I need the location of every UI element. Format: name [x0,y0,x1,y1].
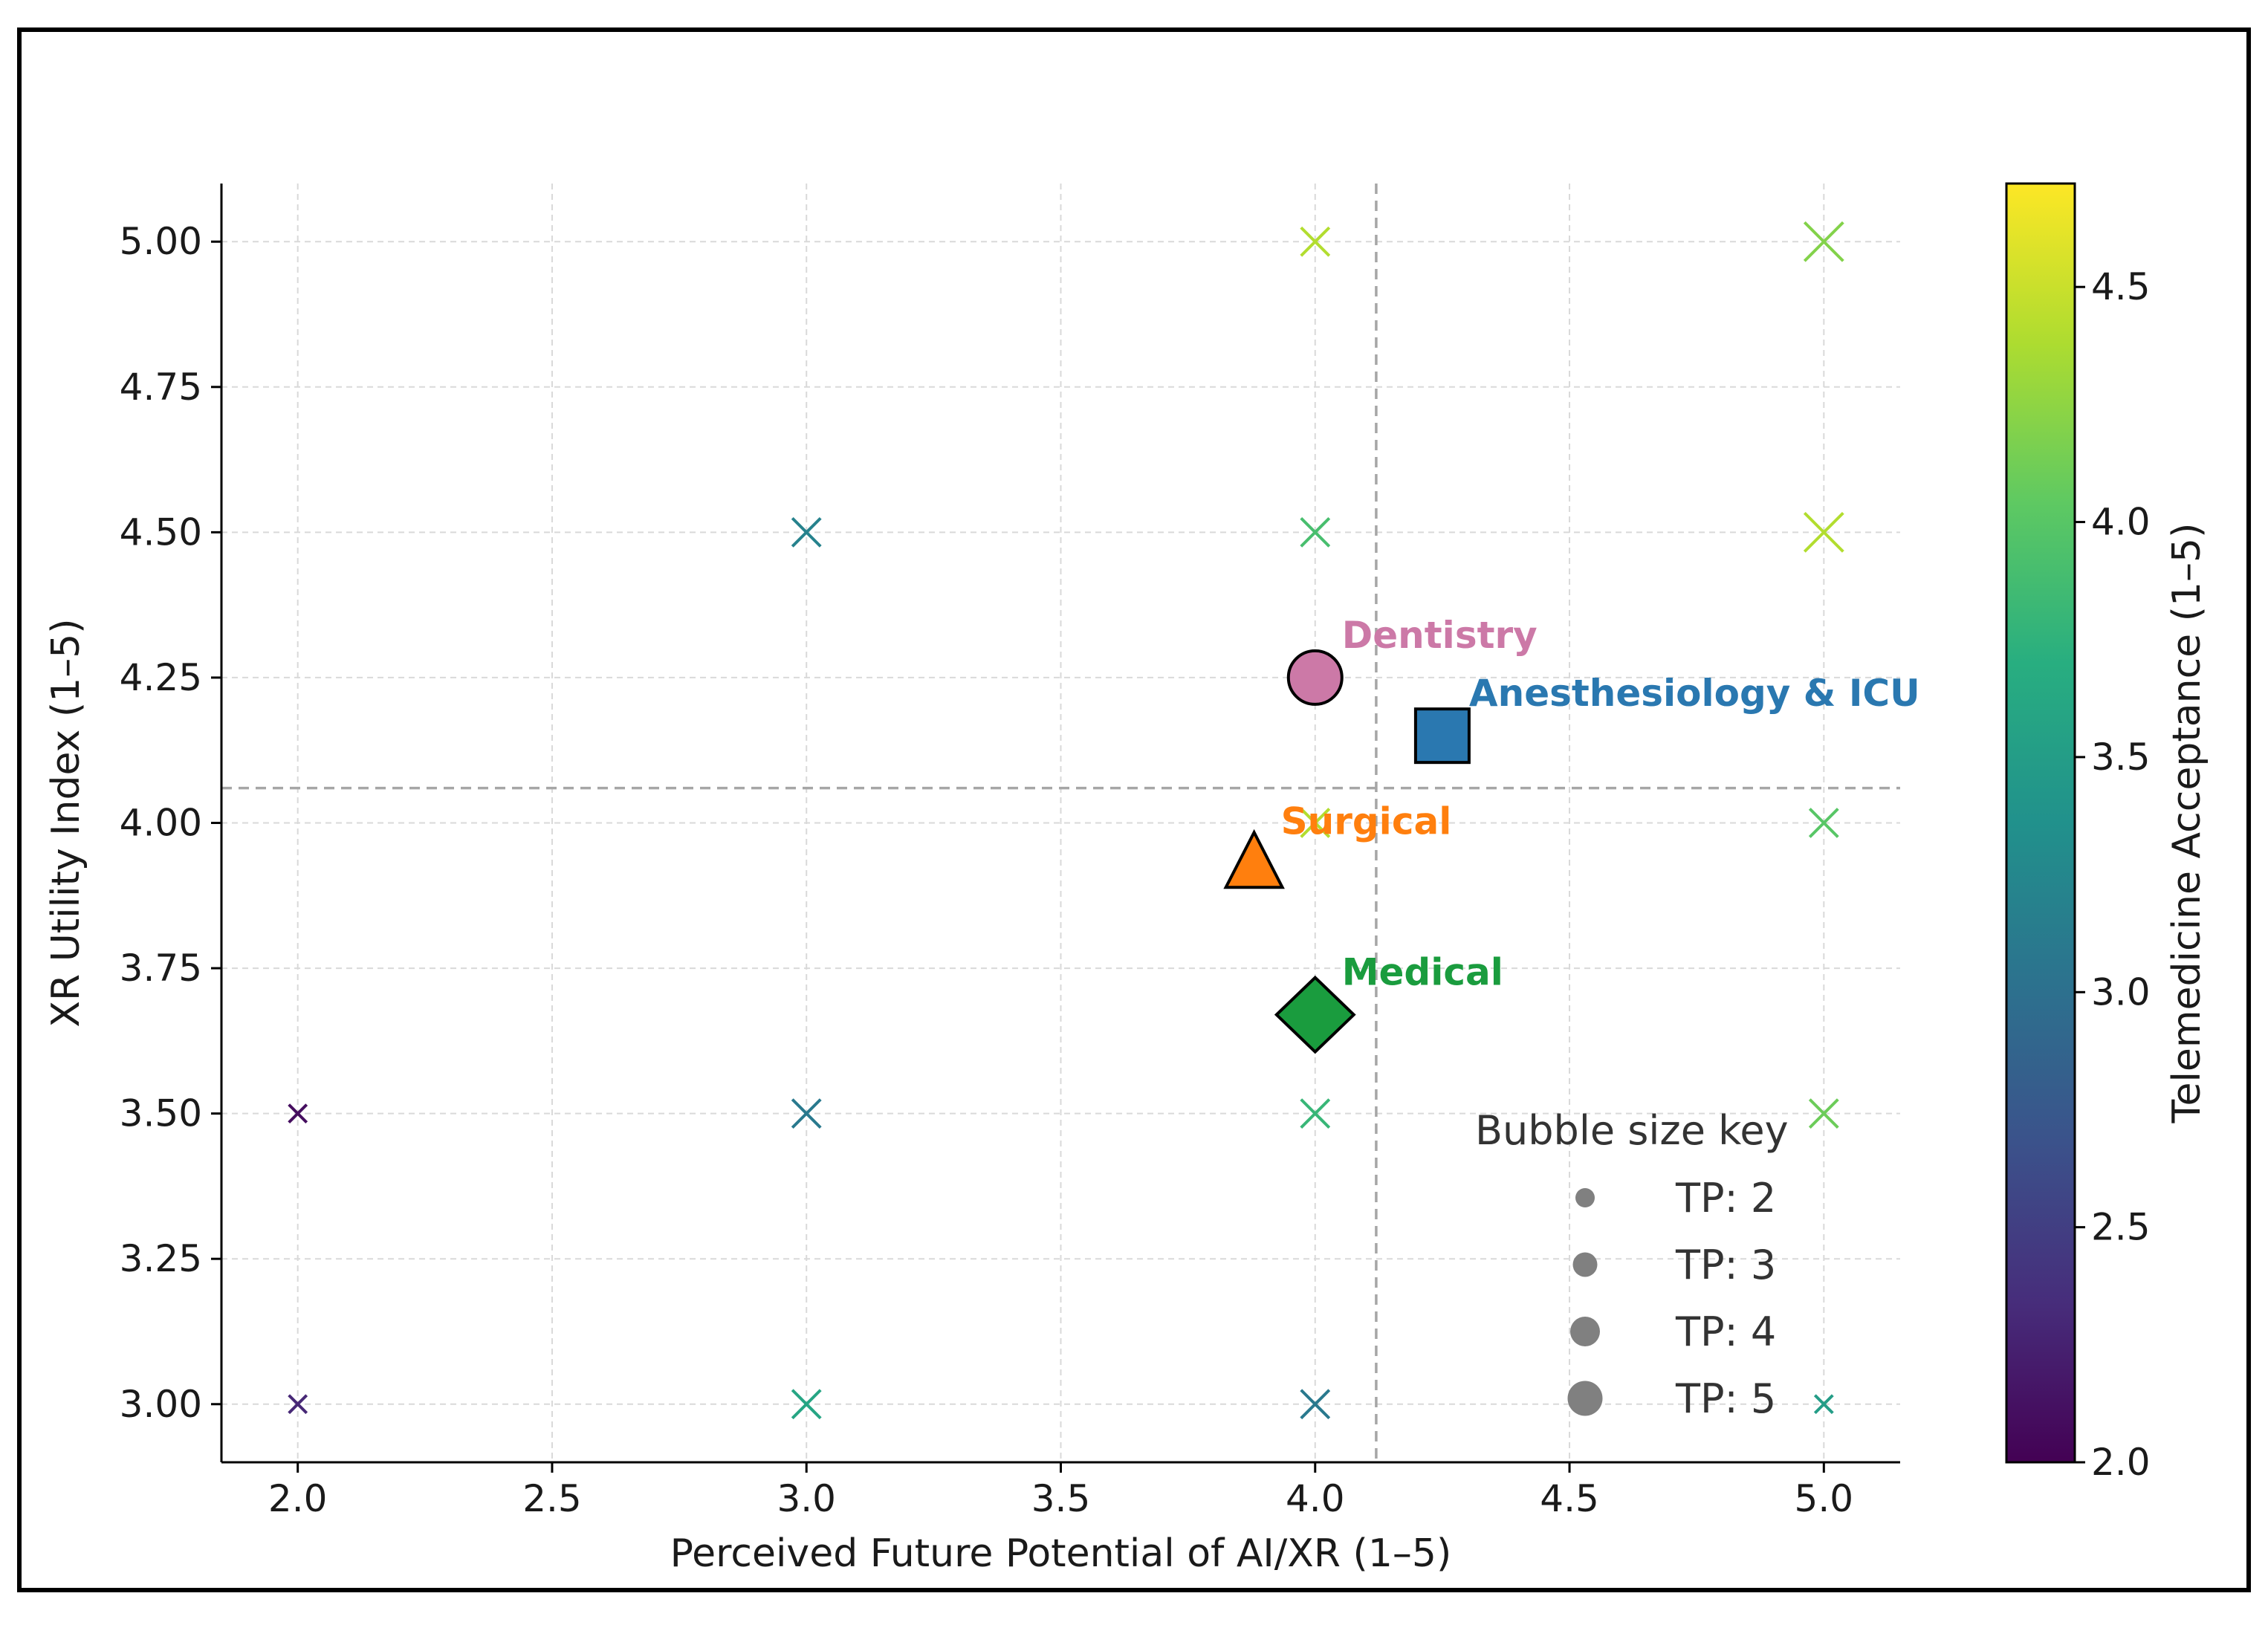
y-tick-label: 3.25 [120,1237,202,1280]
legend-entry-label: TP: 3 [1675,1242,1776,1288]
legend-entry-label: TP: 5 [1675,1375,1776,1422]
legend-bubble-icon [1567,1381,1603,1416]
x-marker-point [791,1389,822,1420]
x-marker-point [1300,1098,1331,1129]
legend-title: Bubble size key [1475,1107,1789,1154]
legend-entry-label: TP: 4 [1675,1308,1776,1355]
legend-bubble-icon [1575,1188,1595,1207]
colorbar-gradient [2005,182,2076,1464]
x-axis-label: Perceived Future Potential of AI/XR (1–5… [670,1531,1452,1576]
y-tick-label: 3.50 [120,1092,202,1135]
surgical-marker [1223,828,1285,889]
y-tick-label: 4.75 [120,366,202,409]
group-label: Anesthesiology & ICU [1469,672,1920,715]
reference-lines [221,184,1900,1462]
colorbar-tick-label: 2.5 [2091,1206,2151,1249]
x-marker-point [1808,808,1839,838]
size-legend: Bubble size key TP: 2 TP: 3 TP: 4 TP: 5 [1475,1107,1789,1422]
colorbar-tick-label: 4.5 [2091,265,2151,308]
axes: 2.0 2.5 3.0 3.5 4.0 4.5 5.0 3.00 3.25 3.50 3.75 4.0… [44,184,1900,1576]
y-tick-label: 4.00 [120,802,202,845]
colorbar-tick-label: 4.0 [2091,501,2151,544]
x-marker-point [1300,226,1331,257]
x-tick-label: 2.0 [268,1477,328,1520]
x-marker-point [288,1394,308,1415]
legend-entry-label: TP: 2 [1675,1175,1776,1222]
x-tick-label: 2.5 [522,1477,582,1520]
x-tick-label: 4.0 [1286,1477,1345,1520]
colorbar-tick-label: 2.0 [2091,1441,2151,1484]
dentistry-marker [1286,649,1344,706]
x-marker-point [288,1103,308,1124]
x-tick-label: 3.5 [1031,1477,1091,1520]
x-marker-point [1300,1389,1331,1420]
x-marker-point [1300,808,1331,838]
x-tick-label: 5.0 [1795,1477,1854,1520]
colorbar-label: Telemedicine Acceptance (1–5) [2165,523,2209,1124]
x-marker-point [791,516,822,548]
colorbar: 2.0 2.5 3.0 3.5 4.0 4.5 Telemedicine Acceptanc… [2005,182,2209,1484]
group-label: Surgical [1281,799,1452,843]
x-marker-point [1803,511,1844,553]
y-tick-label: 4.25 [120,656,202,699]
y-tick-label: 3.00 [120,1383,202,1426]
x-marker-point [1300,516,1331,548]
legend-bubble-icon [1570,1317,1600,1346]
y-axis-label: XR Utility Index (1–5) [44,618,88,1027]
group-label: Dentistry [1342,614,1538,657]
colorbar-tick-label: 3.0 [2091,970,2151,1013]
x-tick-label: 3.0 [777,1477,836,1520]
y-tick-label: 4.50 [120,510,202,554]
y-tick-label: 3.75 [120,947,202,990]
colorbar-tick-label: 3.5 [2091,736,2151,779]
x-marker-point [1808,1098,1839,1129]
group-label: Medical [1342,951,1503,994]
y-tick-label: 5.00 [120,220,202,263]
legend-bubble-icon [1572,1252,1598,1277]
x-marker-point [1813,1394,1834,1415]
individual-points [288,221,1844,1420]
medical-marker [1274,975,1356,1054]
x-marker-point [1803,221,1844,262]
x-marker-point [791,1098,822,1129]
group-means: Dentistry Anesthesiology & ICU Surgical Med… [1223,614,1920,1054]
figure-border [17,27,2251,1592]
x-tick-label: 4.5 [1540,1477,1599,1520]
anesthesiology-icu-marker [1413,707,1471,765]
